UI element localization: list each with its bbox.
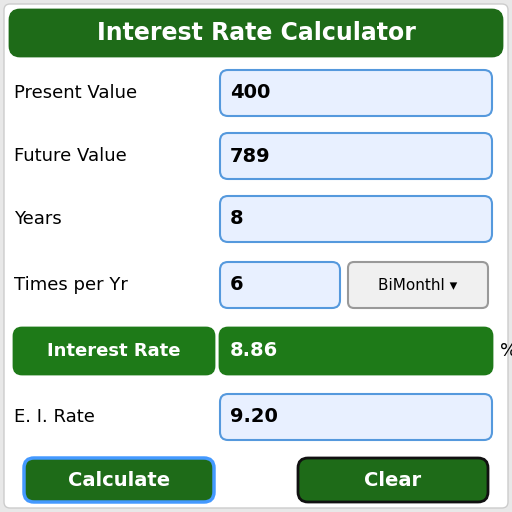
Text: Calculate: Calculate bbox=[68, 471, 170, 489]
Text: %: % bbox=[500, 342, 512, 360]
FancyBboxPatch shape bbox=[24, 458, 214, 502]
Text: 789: 789 bbox=[230, 146, 271, 165]
FancyBboxPatch shape bbox=[4, 4, 508, 508]
Text: 8.86: 8.86 bbox=[230, 342, 278, 360]
FancyBboxPatch shape bbox=[220, 394, 492, 440]
FancyBboxPatch shape bbox=[220, 196, 492, 242]
FancyBboxPatch shape bbox=[14, 328, 214, 374]
Text: Present Value: Present Value bbox=[14, 84, 137, 102]
FancyBboxPatch shape bbox=[220, 70, 492, 116]
Text: BiMonthl ▾: BiMonthl ▾ bbox=[378, 278, 458, 292]
FancyBboxPatch shape bbox=[10, 10, 502, 56]
FancyBboxPatch shape bbox=[220, 133, 492, 179]
FancyBboxPatch shape bbox=[220, 262, 340, 308]
Text: 8: 8 bbox=[230, 209, 244, 228]
Text: 9.20: 9.20 bbox=[230, 408, 278, 426]
FancyBboxPatch shape bbox=[348, 262, 488, 308]
Text: Years: Years bbox=[14, 210, 62, 228]
Text: 400: 400 bbox=[230, 83, 270, 102]
Text: Times per Yr: Times per Yr bbox=[14, 276, 128, 294]
Text: Interest Rate: Interest Rate bbox=[47, 342, 181, 360]
Text: E. I. Rate: E. I. Rate bbox=[14, 408, 95, 426]
FancyBboxPatch shape bbox=[298, 458, 488, 502]
Text: Clear: Clear bbox=[365, 471, 421, 489]
Text: Interest Rate Calculator: Interest Rate Calculator bbox=[97, 21, 415, 45]
Text: 6: 6 bbox=[230, 275, 244, 294]
Text: Future Value: Future Value bbox=[14, 147, 127, 165]
FancyBboxPatch shape bbox=[220, 328, 492, 374]
